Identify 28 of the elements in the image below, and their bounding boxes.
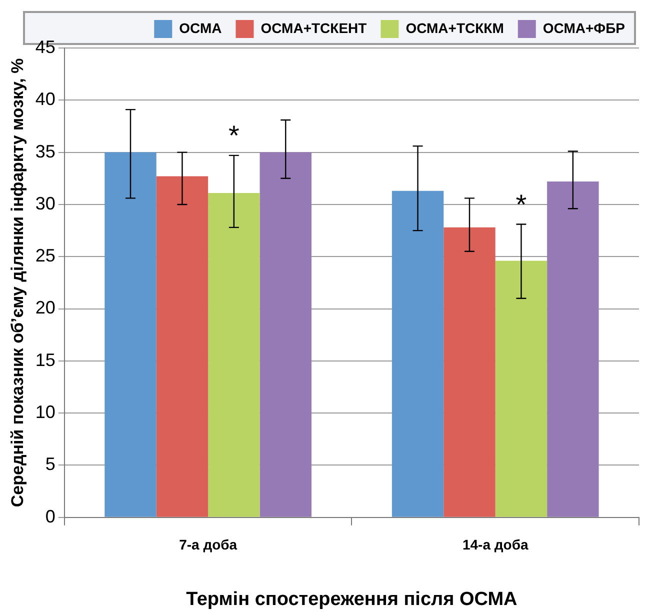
x-tick-label: 7-а доба [179, 536, 238, 553]
bar [495, 260, 548, 517]
bar [260, 152, 312, 517]
y-tick-label: 30 [35, 193, 56, 214]
annotation: * [516, 189, 527, 220]
y-tick-label: 15 [35, 350, 56, 370]
y-axis-title: Середній показник об’єму ділянки інфаркту мозку, % [8, 58, 27, 508]
y-tick-label: 45 [35, 36, 56, 57]
legend-label: ОСМА+ТСКЕНТ [260, 20, 368, 36]
bar [156, 176, 208, 517]
y-tick-label: 25 [35, 246, 56, 266]
annotation: * [228, 120, 240, 152]
y-tick-label: 10 [35, 402, 56, 422]
y-tick-label: 35 [35, 141, 56, 162]
legend-label: ОСМА+ФБР [542, 20, 626, 36]
y-tick-label: 0 [45, 506, 56, 526]
legend-label: ОСМА [179, 20, 222, 36]
bar [444, 227, 496, 517]
bar [104, 152, 156, 517]
legend-label: ОСМА+ТСККМ [406, 20, 504, 36]
y-tick-label: 40 [35, 89, 56, 110]
bar [208, 192, 260, 517]
x-tick-label: 14-а доба [462, 536, 528, 553]
y-tick-label: 20 [35, 298, 56, 318]
bar [547, 182, 599, 517]
x-axis-title: Термін спостереження після ОСМА [186, 588, 518, 610]
bar [392, 190, 444, 517]
y-tick-label: 5 [45, 454, 56, 474]
